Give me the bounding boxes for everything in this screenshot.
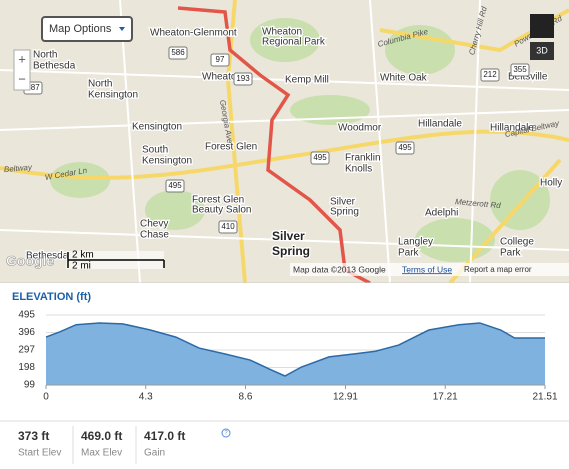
google-logo: Google [6,253,54,269]
place-label: Silver [330,197,356,208]
road-shield-text: 586 [171,48,185,57]
road-shield-text: 410 [221,222,235,231]
place-label: Chevy [140,219,168,230]
chart-title: ELEVATION (ft) [12,291,91,303]
road-shield-text: 495 [313,153,327,162]
road-shield-text: 97 [216,55,225,64]
place-label: South [142,145,168,156]
streets [0,0,569,283]
zoom-control[interactable] [13,49,31,91]
stat-value: 417.0 ft [144,429,185,443]
road-shield [210,53,230,67]
place-label: Forest Glen [192,195,244,206]
stat-label: Gain [144,448,165,459]
info-icon[interactable] [221,428,231,438]
attribution: Map data ©2013 Google [293,264,386,274]
y-tick-label: 297 [18,345,35,356]
map-options-button[interactable] [41,16,133,42]
place-label: Spring [330,207,359,218]
fullscreen-button[interactable] [530,14,554,38]
y-tick-label: 495 [18,310,35,321]
place-label: College [500,237,534,248]
stat-value: 469.0 ft [81,429,122,443]
place-label: Knolls [345,164,372,175]
y-tick-label: 396 [18,327,35,338]
stat-label: Start Elev [18,448,61,459]
place-label: White Oak [380,73,428,84]
place-label: Regional Park [262,37,326,48]
report-link[interactable]: Report a map error [464,265,532,274]
road-shield-text: 193 [236,74,250,83]
x-tick-label: 12.91 [333,392,358,403]
road-shield [395,141,415,155]
scale-bar [67,252,165,268]
tilt-button[interactable] [530,42,554,60]
place-label: Chase [140,230,169,241]
y-tick-label: 198 [18,362,35,373]
scale-km: 2 km [72,250,94,261]
place-label: Holly [540,178,562,189]
road-shield [165,179,185,193]
road-label: Metzerott Rd [455,197,502,210]
terms-link[interactable]: Terms of Use [402,264,452,274]
road-shield [310,151,330,165]
place-label: Kemp Mill [285,75,329,86]
elevation-line [45,322,545,377]
place-label: Spring [272,244,310,258]
place-label: Park [398,248,420,259]
place-label: Wheaton [262,27,302,38]
x-tick-label: 4.3 [139,392,153,403]
elevation-panel: ELEVATION (ft) ? 99 198 297 396 495 0 4.3 8.6 12… [0,291,569,464]
x-tick-label: 0 [43,392,49,403]
road-shield [510,63,530,77]
place-label: Beauty Salon [192,205,252,216]
place-label: Adelphi [425,208,458,219]
place-label: North [88,79,112,90]
road-shield-text: 187 [26,83,40,92]
road-shield [168,46,188,60]
place-label: Wheaton [202,72,242,83]
elevation-area [46,322,545,385]
place-label: Franklin [345,153,381,164]
scale-mi: 2 mi [72,261,91,272]
road-label: Beltway [4,163,34,174]
place-label: Park [500,248,522,259]
zoom-in[interactable]: + [18,51,26,66]
place-label: Bethesda [33,61,76,72]
tilt-text: 3D [536,45,548,55]
y-tick-label: 99 [24,380,36,391]
place-label: Wheaton-Glenmont [150,28,237,39]
zoom-out[interactable]: − [18,71,26,86]
route [177,6,371,283]
place-label: Hillandale [490,123,534,134]
x-tick-label: 21.51 [532,392,557,403]
info-icon-text: ? [224,431,228,437]
place-label: Forest Glen [205,142,257,153]
place-label: Silver [272,229,305,243]
road-shield-text: 495 [398,143,412,152]
place-label: Woodmor [338,123,382,134]
x-tick-label: 17.21 [433,392,458,403]
place-label: Kensington [132,122,182,133]
road-shield [233,72,253,86]
road-shield [218,220,238,234]
road-shield-text: 355 [513,65,527,74]
place-label: Langley [398,237,433,248]
place-label: Hillandale [418,119,462,130]
road-shield-text: 212 [483,70,497,79]
stat-label: Max Elev [81,448,122,459]
stat-value: 373 ft [18,429,49,443]
place-label: Kensington [88,90,138,101]
place-label: Bethesda [26,251,69,262]
map-options-text: Map Options [49,23,112,35]
x-tick-label: 8.6 [239,392,253,403]
attribution-bg [290,263,569,276]
place-label: Kensington [142,156,192,167]
road-shield [480,68,500,82]
dropdown-arrow [119,27,125,31]
place-label: North [33,50,57,61]
road-shield-text: 495 [168,181,182,190]
